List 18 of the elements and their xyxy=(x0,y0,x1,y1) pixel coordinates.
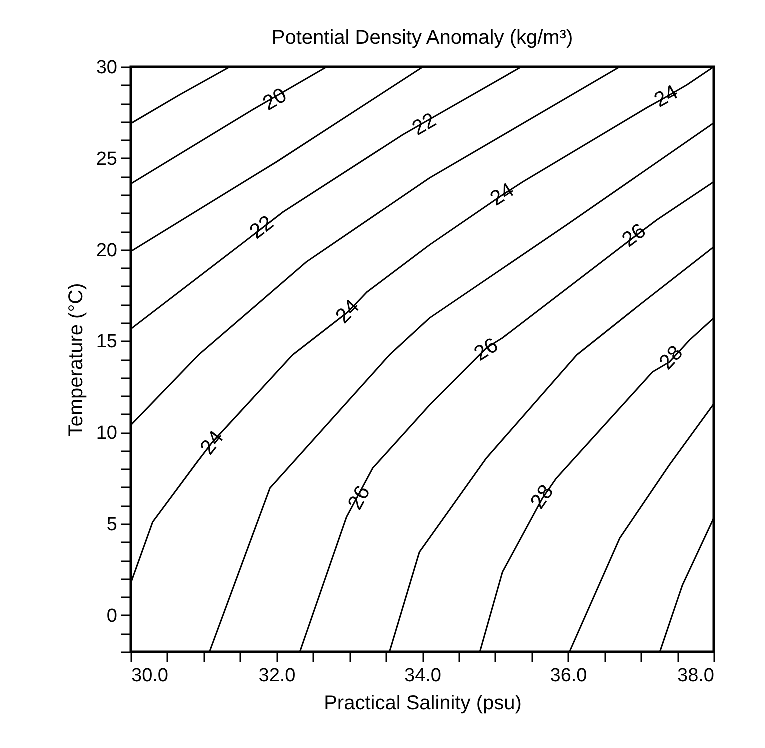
annotation: 22 xyxy=(246,211,278,244)
x-axis-title: Practical Salinity (psu) xyxy=(324,692,522,714)
y-tick-label: 0 xyxy=(106,606,118,627)
y-tick-label: 20 xyxy=(96,240,118,262)
x-tick-label: 38.0 xyxy=(678,666,714,686)
y-tick-label: 25 xyxy=(96,148,118,170)
x-tick-label: 30.0 xyxy=(132,666,168,686)
y-axis-title: Temperature (°C) xyxy=(65,283,88,437)
chart-title: Potential Density Anomaly (kg/m³) xyxy=(272,27,574,49)
x-tick-label: 32.0 xyxy=(258,666,296,686)
y-tick-label: 10 xyxy=(96,423,118,444)
y-tick-label: 15 xyxy=(96,332,118,353)
y-tick-label: 30 xyxy=(96,58,118,78)
x-tick-label: 34.0 xyxy=(404,666,442,686)
annotation: 22 xyxy=(408,108,440,140)
x-tick-label: 36.0 xyxy=(550,666,588,686)
y-tick-label: 5 xyxy=(106,514,118,536)
annotation: 20 xyxy=(259,84,291,116)
